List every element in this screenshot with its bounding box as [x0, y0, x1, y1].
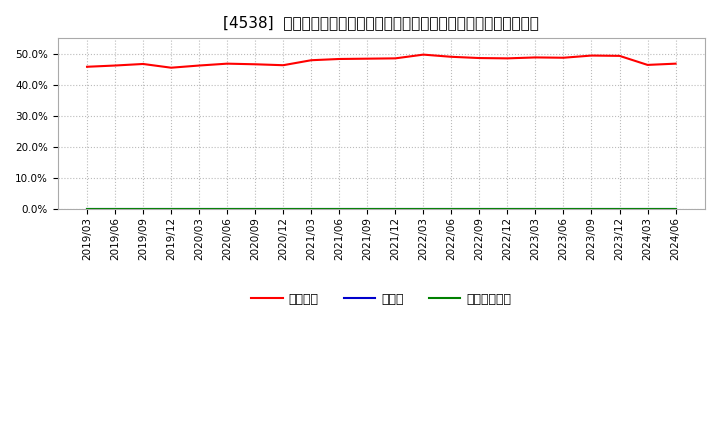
- 自己資本: [447, 54, 456, 59]
- のれん: [279, 207, 287, 212]
- Title: [4538]  自己資本、のれん、繰延税金資産の総資産に対する比率の推移: [4538] 自己資本、のれん、繰延税金資産の総資産に対する比率の推移: [223, 15, 539, 30]
- のれん: [531, 207, 540, 212]
- のれん: [335, 207, 343, 212]
- 繰延税金資産: [83, 207, 91, 212]
- のれん: [503, 207, 512, 212]
- 自己資本: [615, 53, 624, 59]
- 繰延税金資産: [139, 207, 148, 212]
- のれん: [643, 207, 652, 212]
- 自己資本: [307, 58, 315, 63]
- 自己資本: [503, 56, 512, 61]
- のれん: [615, 207, 624, 212]
- のれん: [139, 207, 148, 212]
- のれん: [167, 207, 176, 212]
- 自己資本: [643, 62, 652, 68]
- 繰延税金資産: [363, 207, 372, 212]
- 自己資本: [475, 55, 484, 61]
- のれん: [391, 207, 400, 212]
- 繰延税金資産: [559, 207, 568, 212]
- Line: 自己資本: 自己資本: [87, 55, 675, 68]
- のれん: [671, 207, 680, 212]
- 繰延税金資産: [279, 207, 287, 212]
- のれん: [111, 207, 120, 212]
- 繰延税金資産: [588, 207, 596, 212]
- 繰延税金資産: [307, 207, 315, 212]
- のれん: [475, 207, 484, 212]
- 自己資本: [111, 63, 120, 68]
- 繰延税金資産: [615, 207, 624, 212]
- 自己資本: [391, 56, 400, 61]
- 自己資本: [335, 56, 343, 62]
- 自己資本: [222, 61, 231, 66]
- のれん: [363, 207, 372, 212]
- 自己資本: [363, 56, 372, 61]
- のれん: [251, 207, 259, 212]
- 繰延税金資産: [447, 207, 456, 212]
- のれん: [588, 207, 596, 212]
- 繰延税金資産: [251, 207, 259, 212]
- 自己資本: [559, 55, 568, 60]
- 繰延税金資産: [531, 207, 540, 212]
- のれん: [419, 207, 428, 212]
- のれん: [447, 207, 456, 212]
- のれん: [195, 207, 204, 212]
- 繰延税金資産: [643, 207, 652, 212]
- 繰延税金資産: [167, 207, 176, 212]
- 自己資本: [195, 63, 204, 68]
- 繰延税金資産: [475, 207, 484, 212]
- 繰延税金資産: [503, 207, 512, 212]
- 繰延税金資産: [111, 207, 120, 212]
- 自己資本: [588, 53, 596, 58]
- 自己資本: [419, 52, 428, 57]
- 繰延税金資産: [222, 207, 231, 212]
- のれん: [83, 207, 91, 212]
- 繰延税金資産: [195, 207, 204, 212]
- のれん: [559, 207, 568, 212]
- 繰延税金資産: [391, 207, 400, 212]
- 自己資本: [251, 62, 259, 67]
- 繰延税金資産: [335, 207, 343, 212]
- 自己資本: [83, 64, 91, 70]
- Legend: 自己資本, のれん, 繰延税金資産: 自己資本, のれん, 繰延税金資産: [246, 288, 516, 311]
- 自己資本: [167, 65, 176, 70]
- 繰延税金資産: [419, 207, 428, 212]
- のれん: [307, 207, 315, 212]
- 繰延税金資産: [671, 207, 680, 212]
- 自己資本: [671, 61, 680, 66]
- 自己資本: [139, 61, 148, 66]
- のれん: [222, 207, 231, 212]
- 自己資本: [531, 55, 540, 60]
- 自己資本: [279, 62, 287, 68]
